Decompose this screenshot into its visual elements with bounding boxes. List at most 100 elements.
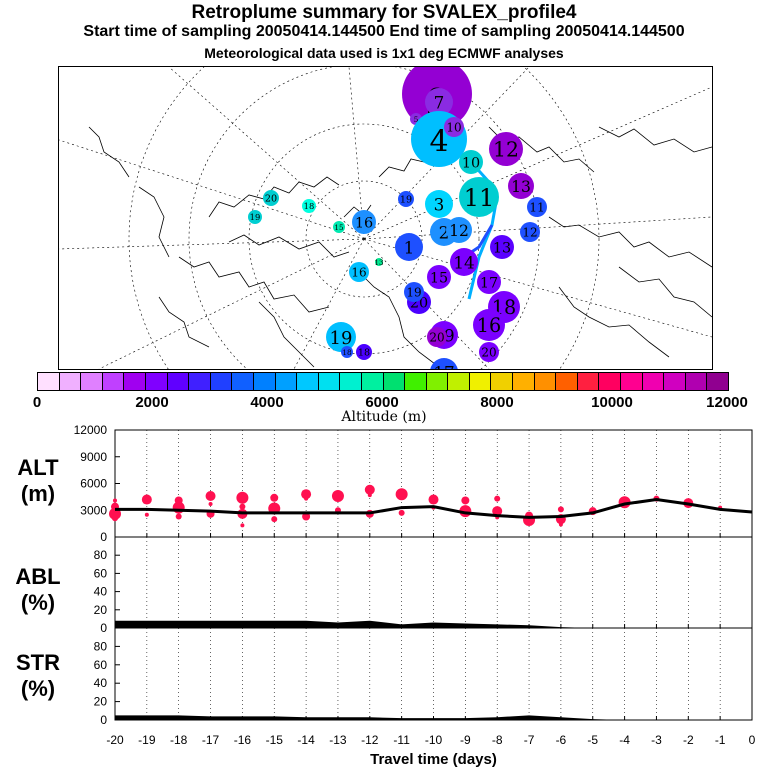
cluster-marker: [341, 346, 353, 358]
abl-area: [115, 620, 752, 628]
x-tick-label: -3: [651, 733, 662, 747]
abl-y-tick-label: 80: [94, 548, 108, 562]
x-tick-label: -16: [234, 733, 252, 747]
cluster-marker: [333, 221, 345, 233]
str-label: STR: [16, 650, 60, 675]
cluster-label: 20: [429, 331, 444, 345]
colorbar-swatch: [38, 373, 60, 390]
colorbar-swatch: [534, 373, 557, 390]
cluster-label: 7: [434, 92, 445, 112]
alt-unit: (m): [20, 481, 56, 506]
cluster-marker: [356, 344, 372, 360]
cluster-marker: [404, 282, 424, 302]
x-tick-label: -9: [460, 733, 471, 747]
altitude-point: [271, 516, 278, 523]
cluster-markers: 9675410101213113111221211619201918151314…: [248, 67, 547, 369]
altitude-point: [304, 496, 309, 501]
abl-y-tick-label: 20: [94, 603, 108, 617]
cluster-label: 11: [529, 201, 544, 215]
cluster-marker: [425, 190, 453, 218]
x-tick-label: -18: [170, 733, 188, 747]
colorbar-tick-label: 0: [32, 394, 42, 411]
cluster-marker: [375, 258, 383, 266]
altitude-point: [270, 493, 279, 502]
cluster-label: 5: [414, 115, 419, 124]
cluster-label: 14: [453, 252, 474, 272]
cluster-label: 19: [400, 195, 412, 206]
cluster-marker: [352, 210, 376, 234]
colorbar-swatch: [232, 373, 254, 390]
cluster-label: 12: [522, 226, 537, 240]
altitude-point: [301, 489, 312, 500]
colorbar-swatch: [297, 373, 319, 390]
colorbar-swatch: [145, 373, 168, 390]
cluster-label: 2: [439, 222, 450, 242]
colorbar-swatch: [707, 373, 728, 390]
colorbar-tick-label: 4000: [250, 394, 284, 411]
x-tick-label: -17: [202, 733, 220, 747]
colorbar-swatch: [664, 373, 686, 390]
cluster-label: 19: [250, 212, 261, 222]
cluster-label: 17: [433, 362, 454, 369]
cluster-label: 1: [404, 237, 415, 257]
cluster-label: 19: [406, 286, 421, 300]
x-tick-label: -19: [138, 733, 156, 747]
colorbar-swatch: [599, 373, 622, 390]
cluster-marker: [444, 117, 464, 137]
colorbar-swatch: [685, 373, 708, 390]
cluster-marker: [446, 217, 472, 243]
cluster-marker: [430, 358, 458, 369]
cluster-marker: [489, 132, 523, 166]
cluster-label: 10: [446, 121, 461, 135]
alt-y-tick-label: 3000: [80, 503, 107, 517]
altitude-point: [492, 506, 503, 517]
x-tick-label: -1: [715, 733, 726, 747]
x-tick-label: 0: [749, 733, 756, 747]
altitude-colorbar: [37, 372, 729, 391]
x-tick-label: -6: [556, 733, 567, 747]
alt-y-tick-label: 9000: [80, 450, 107, 464]
met-data-note: Meteorological data used is 1x1 deg ECMW…: [204, 45, 564, 61]
str-area: [115, 715, 752, 720]
abl-frame: [114, 536, 753, 629]
str-panel-label: STR (%): [3, 650, 73, 702]
colorbar-swatch: [167, 373, 190, 390]
cluster-label: 16: [351, 266, 366, 280]
str-y-tick-label: 20: [94, 695, 108, 709]
cluster-label: 18: [304, 201, 315, 211]
x-tick-label: -7: [524, 733, 535, 747]
cluster-label: 13: [493, 240, 511, 256]
colorbar-swatch: [513, 373, 535, 390]
colorbar-swatch: [383, 373, 406, 390]
cluster-marker: [527, 197, 547, 217]
altitude-point: [557, 506, 564, 513]
cluster-marker: [425, 88, 453, 116]
colorbar-tick-label: 12000: [706, 394, 748, 411]
cluster-label: 16: [355, 215, 373, 231]
altitude-point: [144, 512, 149, 517]
abl-unit: (%): [20, 590, 56, 615]
str-y-tick-label: 60: [94, 658, 108, 672]
x-tick-label: -13: [329, 733, 347, 747]
altitude-point: [236, 491, 249, 504]
colorbar-swatch: [621, 373, 643, 390]
str-panel: 0 20 40 60 80: [94, 627, 753, 727]
retroplume-map: 9675410101213113111221211619201918151314…: [58, 66, 713, 370]
str-y-tick-label: 80: [94, 639, 108, 653]
cluster-marker: [427, 327, 447, 347]
cluster-marker: [490, 235, 514, 259]
alt-y-tick-label: 6000: [80, 477, 107, 491]
x-tick-label: -14: [297, 733, 315, 747]
cluster-label: 20: [481, 346, 496, 360]
cluster-label: 12: [449, 222, 469, 240]
colorbar-tick-label: 8000: [480, 394, 514, 411]
colorbar-swatch: [577, 373, 600, 390]
cluster-marker: [459, 177, 499, 217]
cluster-label: 13: [375, 259, 384, 267]
colorbar-tick-label: 6000: [365, 394, 399, 411]
str-y-tick-label: 0: [100, 713, 107, 727]
colorbar-label: Altitude (m): [341, 409, 427, 425]
cluster-label: 18: [342, 348, 352, 357]
alt-mean-line: [115, 498, 753, 519]
altitude-point: [175, 513, 182, 520]
